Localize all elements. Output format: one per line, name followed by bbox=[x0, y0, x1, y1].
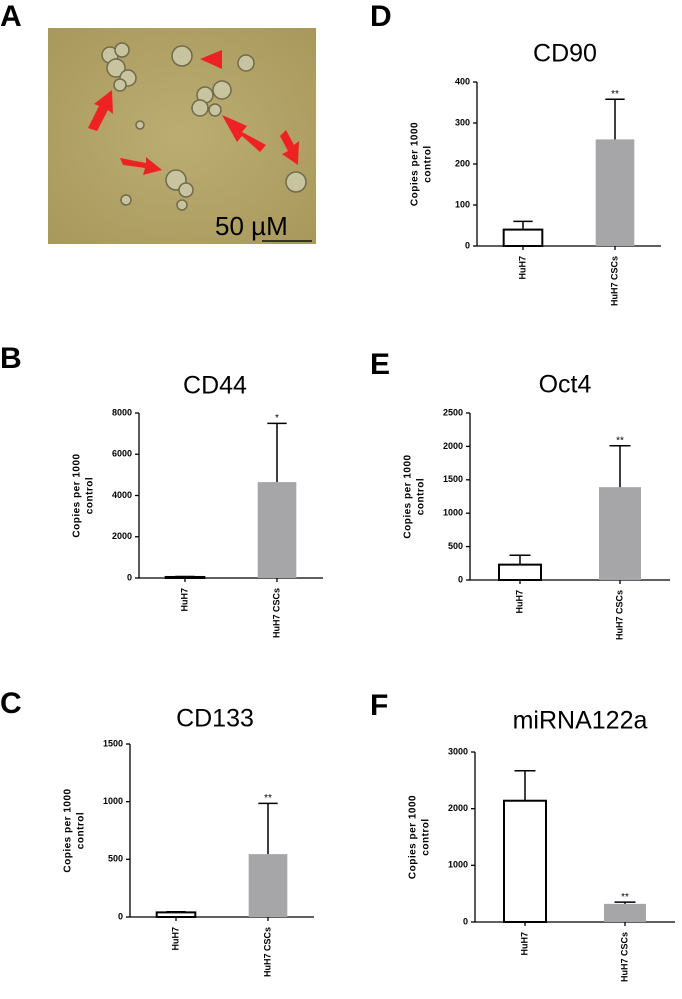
micrograph-panel: A 50 µM bbox=[0, 0, 316, 244]
y-tick-label: 1500 bbox=[103, 738, 123, 748]
x-tick-label: HuH7 bbox=[179, 588, 189, 612]
bar bbox=[604, 903, 646, 922]
y-tick-label: 8000 bbox=[112, 407, 132, 417]
x-tick-label: HuH7 CSCs bbox=[262, 927, 272, 977]
bar bbox=[155, 911, 197, 918]
panel-letter: A bbox=[0, 0, 22, 33]
chart-title: CD133 bbox=[176, 705, 254, 733]
y-axis-label: control bbox=[416, 478, 427, 515]
y-tick-label: 1000 bbox=[448, 860, 468, 870]
x-tick-label: HuH7 bbox=[519, 932, 529, 956]
bar bbox=[599, 487, 641, 580]
y-tick-label: 300 bbox=[455, 117, 470, 127]
y-tick-label: 0 bbox=[463, 916, 468, 926]
y-tick-label: 2000 bbox=[443, 441, 463, 451]
y-tick-label: 200 bbox=[455, 158, 470, 168]
cells bbox=[101, 42, 307, 211]
x-tick-label: HuH7 bbox=[517, 256, 527, 280]
y-tick-label: 0 bbox=[458, 574, 463, 584]
y-tick-label: 400 bbox=[455, 76, 470, 86]
y-axis-label: control bbox=[76, 812, 87, 849]
significance: ** bbox=[611, 89, 619, 100]
arrows bbox=[88, 50, 299, 175]
x-tick-label: HuH7 CSCs bbox=[271, 588, 281, 638]
chart-title: Oct4 bbox=[539, 371, 592, 399]
y-tick-label: 6000 bbox=[112, 449, 132, 459]
panel-letter: D bbox=[370, 0, 392, 33]
bar bbox=[595, 139, 635, 246]
y-axis-label: control bbox=[421, 818, 432, 855]
significance: ** bbox=[616, 435, 624, 446]
bar bbox=[503, 799, 547, 924]
significance: * bbox=[275, 413, 279, 424]
y-tick-label: 0 bbox=[127, 572, 132, 582]
y-tick-label: 4000 bbox=[112, 490, 132, 500]
scale-label: 50 µM bbox=[215, 211, 288, 241]
y-axis-label: control bbox=[85, 477, 96, 514]
y-tick-label: 3000 bbox=[448, 746, 468, 756]
x-tick-label: HuH7 bbox=[514, 590, 524, 614]
y-tick-label: 2500 bbox=[443, 407, 463, 417]
y-axis-label: Copies per 1000 bbox=[408, 795, 419, 879]
significance: ** bbox=[264, 793, 272, 804]
bar bbox=[248, 854, 288, 917]
y-tick-label: 0 bbox=[465, 240, 470, 250]
y-tick-label: 500 bbox=[108, 854, 123, 864]
bar bbox=[257, 482, 297, 578]
x-tick-label: HuH7 CSCs bbox=[614, 590, 624, 640]
y-tick-label: 1000 bbox=[443, 508, 463, 518]
significance: ** bbox=[621, 892, 629, 903]
chart-title: CD44 bbox=[183, 372, 247, 400]
y-tick-label: 2000 bbox=[448, 803, 468, 813]
x-tick-label: HuH7 bbox=[170, 927, 180, 951]
chart-title: CD90 bbox=[533, 40, 597, 68]
panel-letter: C bbox=[0, 687, 22, 720]
y-axis-label: Copies per 1000 bbox=[403, 454, 414, 538]
y-tick-label: 1000 bbox=[103, 796, 123, 806]
x-tick-label: HuH7 CSCs bbox=[609, 256, 619, 306]
y-axis-label: control bbox=[423, 145, 434, 182]
y-axis-label: Copies per 1000 bbox=[63, 788, 74, 872]
y-axis-label: Copies per 1000 bbox=[72, 453, 83, 537]
y-tick-label: 0 bbox=[118, 911, 123, 921]
bar bbox=[498, 563, 542, 581]
y-tick-label: 2000 bbox=[112, 531, 132, 541]
panel-letter: F bbox=[370, 689, 388, 722]
y-tick-label: 100 bbox=[455, 199, 470, 209]
x-tick-label: HuH7 CSCs bbox=[619, 932, 629, 982]
y-tick-label: 500 bbox=[448, 541, 463, 551]
chart-title: miRNA122a bbox=[513, 707, 648, 735]
panel-letter: B bbox=[0, 342, 22, 375]
panel-letter: E bbox=[370, 348, 390, 381]
bar bbox=[502, 228, 544, 248]
y-tick-label: 1500 bbox=[443, 474, 463, 484]
y-axis-label: Copies per 1000 bbox=[410, 122, 421, 206]
